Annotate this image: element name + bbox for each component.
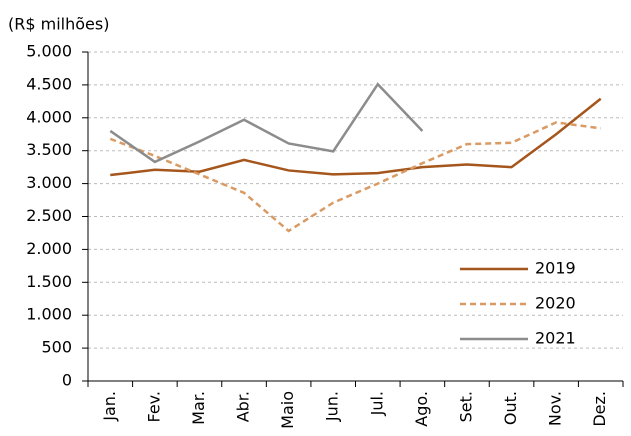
x-tick-label: Fev. [144,391,163,422]
legend-label: 2019 [535,259,576,278]
legend-label: 2021 [535,329,576,348]
x-tick-label: Ago. [412,391,431,427]
x-tick-label: Jan. [100,391,119,422]
y-tick-label: 4.500 [26,74,72,93]
y-tick-label: 3.500 [26,140,72,159]
y-tick-label: 4.000 [26,107,72,126]
chart-subtitle: (R$ milhões) [8,15,109,34]
series-line [110,97,602,177]
legend-label: 2020 [535,294,576,313]
y-tick-label: 1.000 [26,305,72,324]
x-tick-label: Nov. [546,391,565,426]
y-tick-label: 2.000 [26,239,72,258]
y-tick-label: 500 [41,338,72,357]
y-tick-label: 2.500 [26,206,72,225]
x-tick-label: Maio [278,391,297,429]
x-tick-label: Out. [501,391,520,425]
x-tick-label: Mar. [189,391,208,425]
x-tick-label: Jul. [367,391,386,416]
y-tick-label: 3.000 [26,173,72,192]
x-tick-label: Jun. [323,391,342,422]
y-tick-label: 5.000 [26,42,72,61]
x-tick-label: Set. [456,391,475,422]
y-tick-label: 0 [62,371,72,390]
x-tick-label: Abr. [234,391,253,422]
y-tick-label: 1.500 [26,272,72,291]
x-tick-label: Dez. [590,391,609,427]
series-line [109,82,424,164]
series-line [109,121,601,233]
